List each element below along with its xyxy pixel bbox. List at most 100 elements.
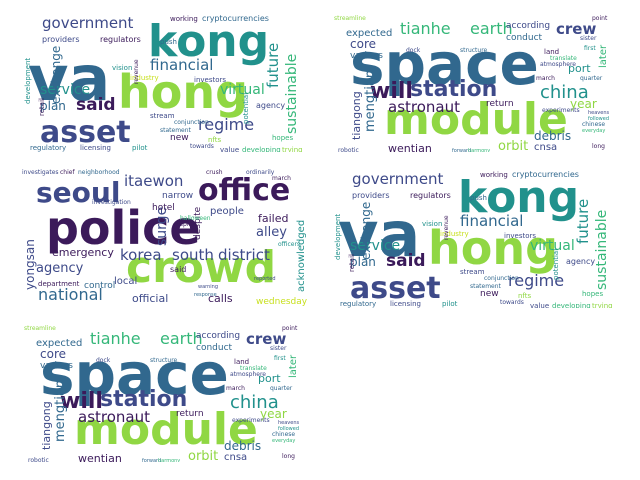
word-tiangong: tiangong [40,401,53,450]
word-sister: sister [580,35,597,42]
word-control: control [84,281,115,291]
word-quarter: quarter [270,385,293,392]
word-according: according [196,331,240,341]
word-trying: trying [592,302,613,308]
word-station: station [100,387,187,412]
word-crew: crew [246,330,286,348]
word-crush: crush [206,169,223,176]
word-asset: asset [350,271,441,306]
word-cloud-space-station-repeat: space module station will china astronau… [20,322,310,462]
word-south: south [172,246,214,264]
word-followed: followed [588,116,609,122]
word-vision: vision [112,64,132,72]
word-stream: stream [150,112,175,120]
word-yongsan: yongsan [23,239,37,290]
word-structure: structure [150,357,178,364]
word-crowd: crowd [126,242,276,293]
word-virtual: virtual [530,238,575,254]
word-cnsa: cnsa [534,142,557,152]
word-chinese: chinese [582,121,605,128]
word-tianhe: tianhe [400,19,451,38]
word-chief: chief [60,169,75,176]
word-sustainable: sustainable [594,210,610,290]
word-expected: expected [346,28,392,39]
word-space: space [40,340,229,408]
word-orbit: orbit [498,139,528,152]
word-port: port [568,62,591,75]
word-office: office [198,173,290,208]
word-regime: regime [198,115,254,134]
word-investors: investors [194,76,226,84]
word-cloud-crypto-hongkong-repeat: va kong hong asset government financial … [330,168,620,308]
word-mengtian: mengtian [363,70,378,132]
word-said: said [76,95,116,115]
word-everyday: everyday [582,128,605,134]
word-police: police [46,201,201,255]
word-cnsa: cnsa [224,452,247,462]
word-translate: translate [240,365,267,372]
word-year: year [260,407,287,421]
word-orbit: orbit [188,449,218,462]
word-core: core [40,347,66,361]
word-wentian: wentian [78,452,122,462]
word-chinese: chinese [272,431,295,438]
word-harmony: harmony [158,458,180,462]
word-licensing: licensing [390,300,421,308]
word-wentian: wentian [388,142,432,152]
word-translate: translate [550,55,577,62]
word-korea: korea [120,246,162,264]
word-retail: retail [38,98,46,116]
word-atmosphere: atmosphere [230,371,266,378]
word-investigation: investigation [92,199,131,206]
word-hopes: hopes [582,290,603,298]
word-pilot: pilot [132,144,148,152]
word-surge: surge [154,207,170,246]
word-vision: vision [422,220,442,228]
word-developing: developing [242,146,281,152]
word-experiments: experiments [542,107,580,114]
word-exchange: exchange [49,46,63,104]
word-cloud-crypto-hongkong: va kong hong asset government financial … [20,12,310,152]
word-regulatory: regulatory [340,300,376,308]
word-kong: kong [458,172,579,223]
word-industry: industry [440,230,469,238]
word-industry: industry [130,74,159,82]
word-astronaut: astronaut [78,408,150,426]
word-will: will [370,79,413,104]
word-quarter: quarter [580,75,603,82]
word-forward: forward [452,148,471,152]
word-local: local [114,276,137,287]
word-year: year [570,97,597,111]
word-va: va [338,198,420,271]
word-china: china [230,392,279,413]
word-module: module [384,94,568,145]
word-astronaut: astronaut [388,98,460,116]
word-cloud-space-station: space module station will china astronau… [330,12,620,152]
word-new: new [480,289,499,299]
word-march: march [536,75,555,82]
word-streamline: streamline [24,325,56,332]
word-regulators: regulators [100,35,141,44]
word-space: space [350,30,539,98]
word-itaewon: itaewon [124,172,183,190]
word-conjunction: conjunction [174,119,209,126]
word-government: government [42,14,134,32]
word-earth: earth [160,329,203,348]
word-land: land [234,358,249,366]
word-expected: expected [36,338,82,349]
word-stream: stream [460,268,485,276]
word-developing: developing [552,302,591,308]
word-new: new [170,133,189,143]
word-long: long [282,453,295,460]
word-debris: debris [534,129,571,143]
word-push: push [470,194,487,202]
word-department: department [38,280,80,288]
word-later: later [288,354,299,378]
word-agency: agency [36,261,84,276]
word-according: according [506,21,550,31]
word-official: official [132,292,168,305]
word-retail: retail [348,254,356,272]
word-hopes: hopes [272,134,293,142]
word-mengtian: mengtian [53,380,68,442]
word-revenue: revenue [443,215,450,240]
